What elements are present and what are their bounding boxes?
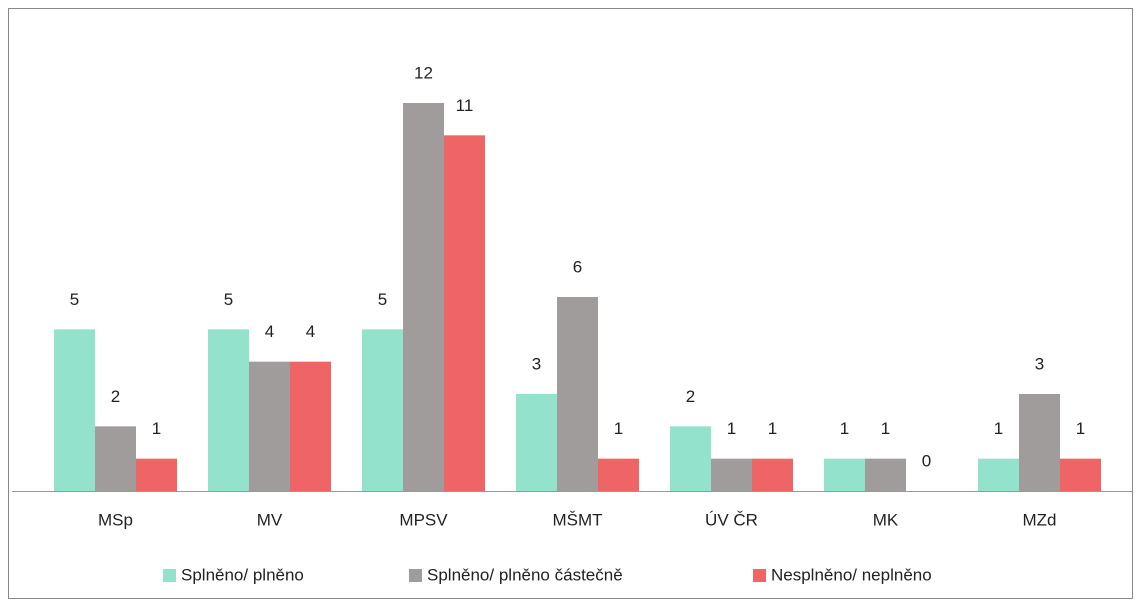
x-tick-label: MV <box>257 510 283 529</box>
bar <box>865 458 906 491</box>
data-label: 0 <box>922 451 931 470</box>
bar <box>290 361 331 491</box>
bar <box>670 426 711 491</box>
x-tick-label: MSp <box>98 510 133 529</box>
bar <box>136 458 177 491</box>
bar <box>444 135 485 492</box>
legend-label: Splněno/ plněno částečně <box>427 565 623 584</box>
data-label: 12 <box>414 63 433 82</box>
bar <box>557 297 598 491</box>
bar <box>208 329 249 491</box>
bar <box>54 329 95 491</box>
data-label: 1 <box>840 419 849 438</box>
bar <box>598 458 639 491</box>
x-tick-label: MPSV <box>399 510 448 529</box>
legend-label: Nesplněno/ neplněno <box>771 565 932 584</box>
data-label: 1 <box>152 419 161 438</box>
data-label: 3 <box>532 354 541 373</box>
data-label: 1 <box>881 419 890 438</box>
bar <box>403 103 444 491</box>
legend-swatch <box>409 569 422 582</box>
bar <box>362 329 403 491</box>
data-label: 2 <box>111 387 120 406</box>
data-label: 1 <box>1076 419 1085 438</box>
data-label: 4 <box>306 322 315 341</box>
bar <box>711 458 752 491</box>
data-label: 6 <box>573 257 582 276</box>
data-label: 5 <box>378 290 387 309</box>
bar <box>1060 458 1101 491</box>
x-tick-label: ÚV ČR <box>705 510 758 529</box>
data-label: 1 <box>994 419 1003 438</box>
data-label: 1 <box>727 419 736 438</box>
legend-swatch <box>753 569 766 582</box>
legend-label: Splněno/ plněno <box>181 565 304 584</box>
bar <box>978 458 1019 491</box>
data-label: 5 <box>224 290 233 309</box>
bar <box>516 394 557 491</box>
x-tick-label: MK <box>873 510 899 529</box>
bar <box>824 458 865 491</box>
data-label: 1 <box>614 419 623 438</box>
data-label: 2 <box>686 387 695 406</box>
x-tick-label: MZd <box>1023 510 1057 529</box>
x-tick-label: MŠMT <box>552 510 602 529</box>
data-label: 1 <box>768 419 777 438</box>
data-label: 11 <box>456 96 474 115</box>
data-label: 5 <box>70 290 79 309</box>
data-label: 3 <box>1035 354 1044 373</box>
bar <box>752 458 793 491</box>
bar <box>249 361 290 491</box>
bar <box>95 426 136 491</box>
legend-swatch <box>163 569 176 582</box>
bar <box>1019 394 1060 491</box>
data-label: 4 <box>265 322 274 341</box>
